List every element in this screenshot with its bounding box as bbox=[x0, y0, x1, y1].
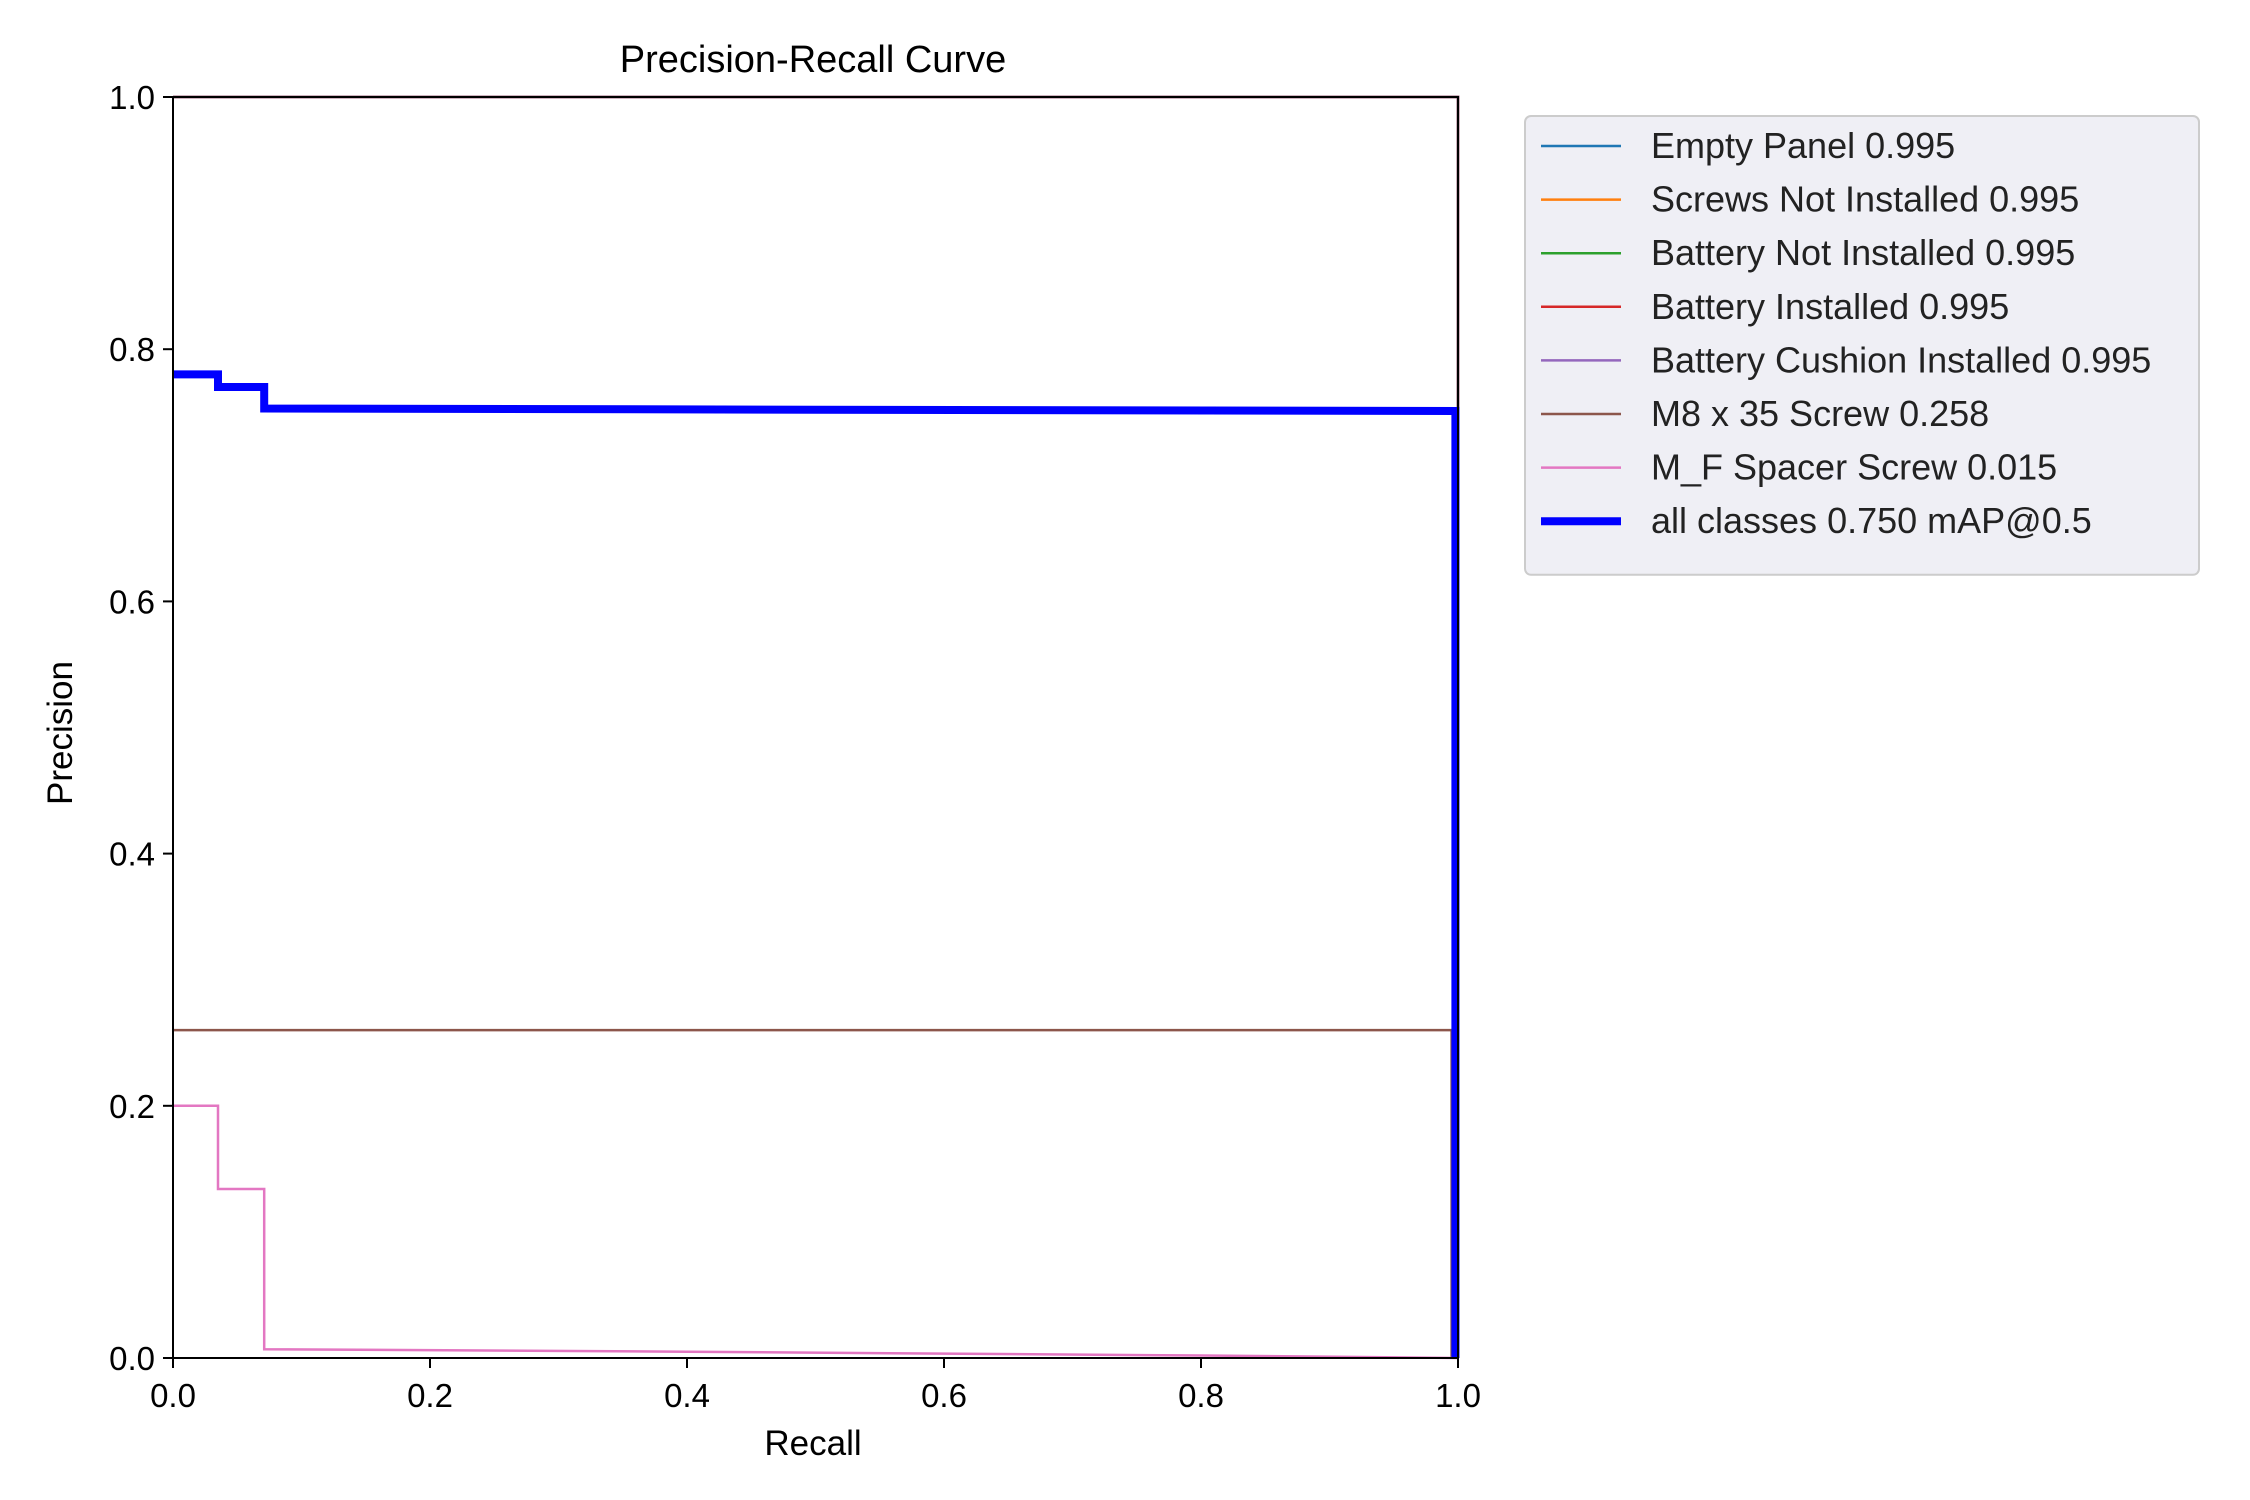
x-axis-label: Recall bbox=[764, 1424, 861, 1463]
legend-label-battery-cushion-installed-0-995: Battery Cushion Installed 0.995 bbox=[1651, 339, 2151, 380]
series-line-all-classes-0-750-map-0-5 bbox=[173, 370, 1460, 1358]
y-tick-label: 0.0 bbox=[109, 1340, 155, 1377]
y-tick-label: 0.6 bbox=[109, 583, 155, 620]
legend-label-m-f-spacer-screw-0-015: M_F Spacer Screw 0.015 bbox=[1651, 447, 2057, 488]
x-tick-label: 0.6 bbox=[921, 1377, 967, 1414]
y-axis-label: Precision bbox=[41, 661, 80, 805]
legend-box bbox=[1524, 115, 2200, 576]
axes: 0.0 0.2 0.4 0.6 0.8 1.0 0.0 0.2 0.4 0.6 0.8 1.0 bbox=[109, 79, 1481, 1414]
y-tick-label: 0.4 bbox=[109, 836, 155, 873]
legend-label-all-classes-0-750-map-0-5: all classes 0.750 mAP@0.5 bbox=[1651, 500, 2092, 541]
legend-label-empty-panel-0-995: Empty Panel 0.995 bbox=[1651, 125, 1955, 166]
legend-label-battery-not-installed-0-995: Battery Not Installed 0.995 bbox=[1651, 232, 2075, 273]
legend-label-battery-installed-0-995: Battery Installed 0.995 bbox=[1651, 286, 2009, 327]
chart-title: Precision-Recall Curve bbox=[620, 39, 1006, 81]
legend-label-m8-x-35-screw-0-258: M8 x 35 Screw 0.258 bbox=[1651, 393, 1989, 434]
y-tick-label: 0.2 bbox=[109, 1088, 155, 1125]
legend-label-screws-not-installed-0-995: Screws Not Installed 0.995 bbox=[1651, 179, 2079, 220]
series-line-m-f-spacer-screw-0-015 bbox=[173, 1104, 1459, 1360]
x-tick-label: 1.0 bbox=[1435, 1377, 1481, 1414]
y-tick-label: 1.0 bbox=[109, 79, 155, 116]
x-tick-label: 0.0 bbox=[150, 1377, 196, 1414]
axes-frame bbox=[172, 96, 1459, 1359]
x-tick-label: 0.8 bbox=[1178, 1377, 1224, 1414]
y-tick-label: 0.8 bbox=[109, 331, 155, 368]
x-tick-label: 0.2 bbox=[407, 1377, 453, 1414]
legend: Empty Panel 0.995 Screws Not Installed 0.… bbox=[1524, 115, 2200, 576]
x-tick-label: 0.4 bbox=[664, 1377, 710, 1414]
